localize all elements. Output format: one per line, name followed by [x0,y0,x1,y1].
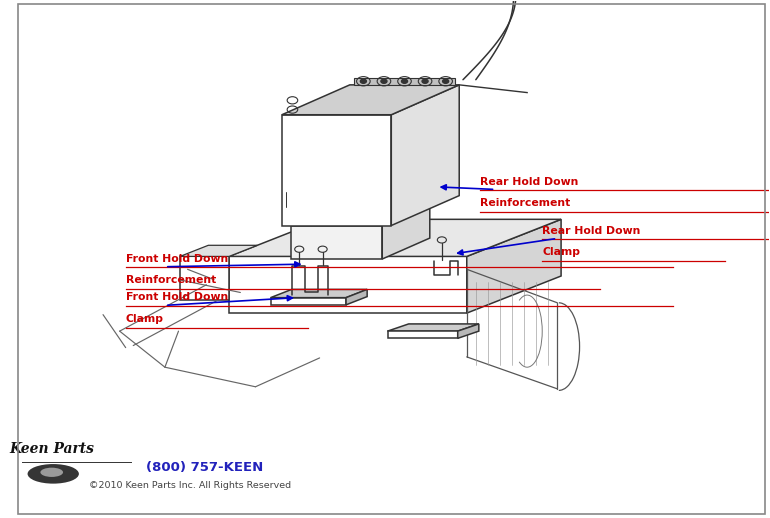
Polygon shape [467,219,561,313]
Text: (800) 757-KEEN: (800) 757-KEEN [146,461,263,474]
Polygon shape [270,290,367,298]
Polygon shape [180,246,257,256]
Circle shape [360,79,367,83]
Polygon shape [229,219,561,256]
Polygon shape [291,225,382,259]
Text: Rear Hold Down: Rear Hold Down [542,225,641,236]
Text: Keen Parts: Keen Parts [9,442,94,456]
Polygon shape [346,290,367,305]
Polygon shape [180,256,229,300]
Text: Reinforcement: Reinforcement [126,276,216,285]
Polygon shape [282,115,391,225]
Polygon shape [270,298,346,305]
Polygon shape [391,85,459,225]
Circle shape [401,79,407,83]
Circle shape [381,79,387,83]
Polygon shape [457,324,479,338]
Circle shape [422,79,428,83]
Text: Front Hold Down: Front Hold Down [126,254,228,264]
Ellipse shape [40,468,63,477]
Text: Clamp: Clamp [126,314,164,324]
Polygon shape [382,205,430,259]
Circle shape [443,79,449,83]
Text: Reinforcement: Reinforcement [480,198,571,208]
Text: ©2010 Keen Parts Inc. All Rights Reserved: ©2010 Keen Parts Inc. All Rights Reserve… [89,481,292,490]
Polygon shape [387,324,479,331]
Text: Front Hold Down: Front Hold Down [126,293,228,303]
Polygon shape [229,256,467,313]
Text: Clamp: Clamp [542,247,581,257]
Text: Rear Hold Down: Rear Hold Down [480,177,579,186]
Polygon shape [353,78,455,85]
Polygon shape [387,331,457,338]
Polygon shape [282,85,459,115]
Ellipse shape [28,464,79,484]
